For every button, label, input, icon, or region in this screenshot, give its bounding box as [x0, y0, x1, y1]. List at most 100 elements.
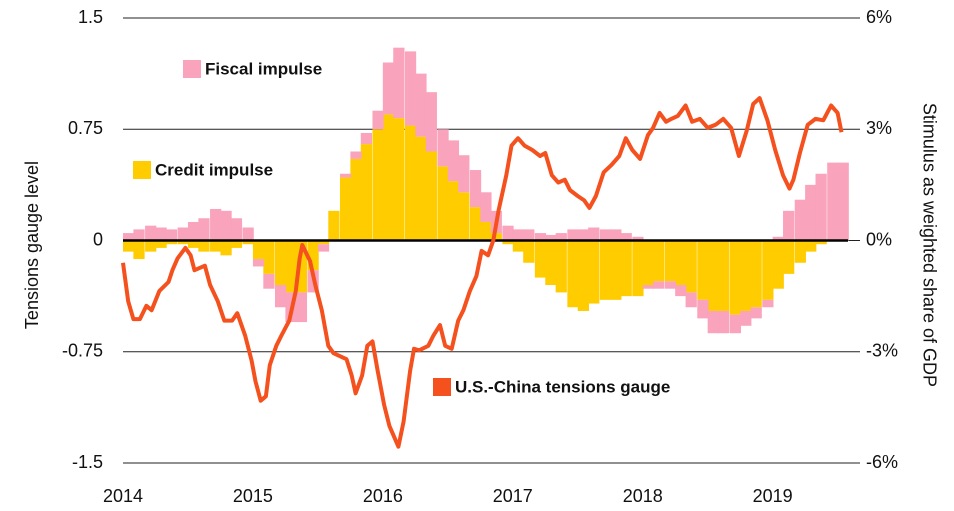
bar: [242, 240, 254, 245]
bar: [177, 240, 189, 245]
bar: [350, 151, 362, 159]
x-tick-label: 2015: [233, 486, 273, 506]
bar: [545, 240, 557, 285]
bar: [750, 307, 762, 319]
bar: [642, 240, 654, 285]
bar: [187, 221, 200, 241]
bar: [805, 240, 817, 252]
bar: [837, 162, 849, 241]
y2-tick-label: -3%: [866, 341, 898, 361]
y-tick-label: -0.75: [62, 341, 103, 361]
bar: [783, 240, 795, 274]
bar: [827, 162, 839, 241]
bar: [425, 151, 437, 241]
bar: [339, 173, 352, 178]
lines: [121, 96, 844, 449]
bar: [523, 240, 535, 263]
bar: [567, 229, 579, 241]
bar: [165, 229, 178, 241]
bar: [480, 192, 492, 222]
bar: [458, 192, 470, 241]
bar: [697, 299, 709, 319]
legend-label: Fiscal impulse: [205, 59, 322, 78]
y2-tick-label: -6%: [866, 452, 898, 472]
bar: [469, 170, 482, 208]
bar: [210, 240, 222, 252]
bar: [415, 136, 427, 241]
bar: [697, 240, 709, 300]
bar: [675, 240, 687, 285]
x-tick-label: 2014: [103, 486, 143, 506]
bar: [762, 240, 774, 300]
bar: [707, 310, 719, 334]
bar: [404, 51, 417, 126]
bar: [599, 229, 612, 241]
bar: [382, 114, 395, 241]
bar: [307, 240, 319, 271]
y2-tick-label: 0%: [866, 229, 892, 249]
bar: [750, 240, 762, 308]
bar: [145, 225, 157, 241]
bar: [718, 310, 730, 334]
bar: [165, 240, 178, 245]
bar: [198, 240, 210, 252]
bar: [653, 281, 665, 289]
bar: [555, 233, 567, 241]
bar: [155, 227, 167, 241]
bar: [599, 240, 612, 300]
bar: [220, 210, 232, 241]
y2-tick-label: 3%: [866, 118, 892, 138]
bar: [252, 259, 265, 267]
bar: [447, 140, 460, 182]
bar: [242, 227, 254, 241]
bar: [469, 207, 482, 241]
bar: [772, 240, 784, 289]
bar: [437, 166, 449, 241]
bar: [534, 233, 547, 241]
bar: [794, 199, 806, 241]
bar: [372, 110, 384, 130]
bar: [230, 240, 243, 248]
bar: [685, 292, 697, 308]
bar: [187, 240, 200, 248]
bar: [642, 285, 654, 289]
bars: [123, 47, 849, 334]
bar: [512, 229, 525, 241]
bar: [275, 285, 287, 308]
bar: [675, 285, 687, 297]
bar: [393, 47, 405, 119]
y-tick-label: -1.5: [72, 452, 103, 472]
bar: [620, 240, 632, 297]
bar: [393, 118, 405, 241]
bar: [382, 62, 395, 115]
line: [121, 96, 844, 449]
legend-swatch: [433, 378, 451, 396]
bar: [502, 225, 514, 241]
bar: [762, 299, 774, 308]
bar: [317, 244, 330, 252]
bar: [447, 181, 460, 241]
bar: [198, 218, 210, 241]
labels: -1.5 -0.75 0 0.75 1.5 -6% -3% 0% 3% 6% 2014 2015 201…: [62, 7, 898, 506]
bar: [685, 240, 697, 293]
x-tick-label: 2018: [623, 486, 663, 506]
bar: [577, 229, 589, 241]
bar: [545, 234, 557, 241]
bar: [523, 229, 535, 241]
bar: [295, 240, 308, 293]
bar: [480, 221, 492, 241]
bar: [707, 240, 719, 311]
bar: [123, 240, 135, 252]
bar: [740, 310, 752, 326]
bar: [805, 184, 817, 241]
bar: [404, 125, 417, 241]
bar: [502, 240, 514, 245]
bar: [718, 240, 730, 311]
bar: [317, 240, 330, 245]
bar: [295, 292, 308, 323]
bar: [133, 240, 145, 260]
bar: [339, 177, 352, 241]
bar: [632, 236, 644, 241]
bar: [350, 158, 362, 241]
bar: [588, 227, 600, 241]
